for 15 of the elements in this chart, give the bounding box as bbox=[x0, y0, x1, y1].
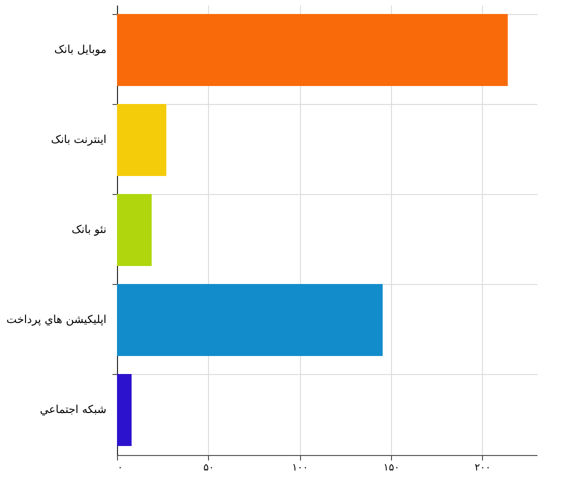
bar bbox=[117, 104, 166, 176]
y-tick-label: اینترنت بانک bbox=[50, 133, 106, 146]
y-tick-label: نئو بانک bbox=[72, 223, 106, 236]
bar bbox=[117, 14, 508, 86]
x-tick-label: ۰ bbox=[118, 462, 123, 474]
bar bbox=[117, 194, 152, 266]
bar bbox=[117, 284, 383, 356]
x-tick-label: ۵۰ bbox=[203, 462, 214, 474]
y-tick-label: موبایل بانک bbox=[54, 43, 107, 56]
x-tick-label: ۱۵۰ bbox=[383, 462, 400, 474]
bar bbox=[117, 374, 132, 446]
y-tick-label: اپلیکیشن هاي پرداخت bbox=[6, 313, 106, 326]
x-tick-label: ۲۰۰ bbox=[474, 462, 491, 474]
x-tick-label: ۱۰۰ bbox=[292, 462, 308, 474]
y-tick-label: شبکه اجتماعي bbox=[40, 403, 106, 416]
